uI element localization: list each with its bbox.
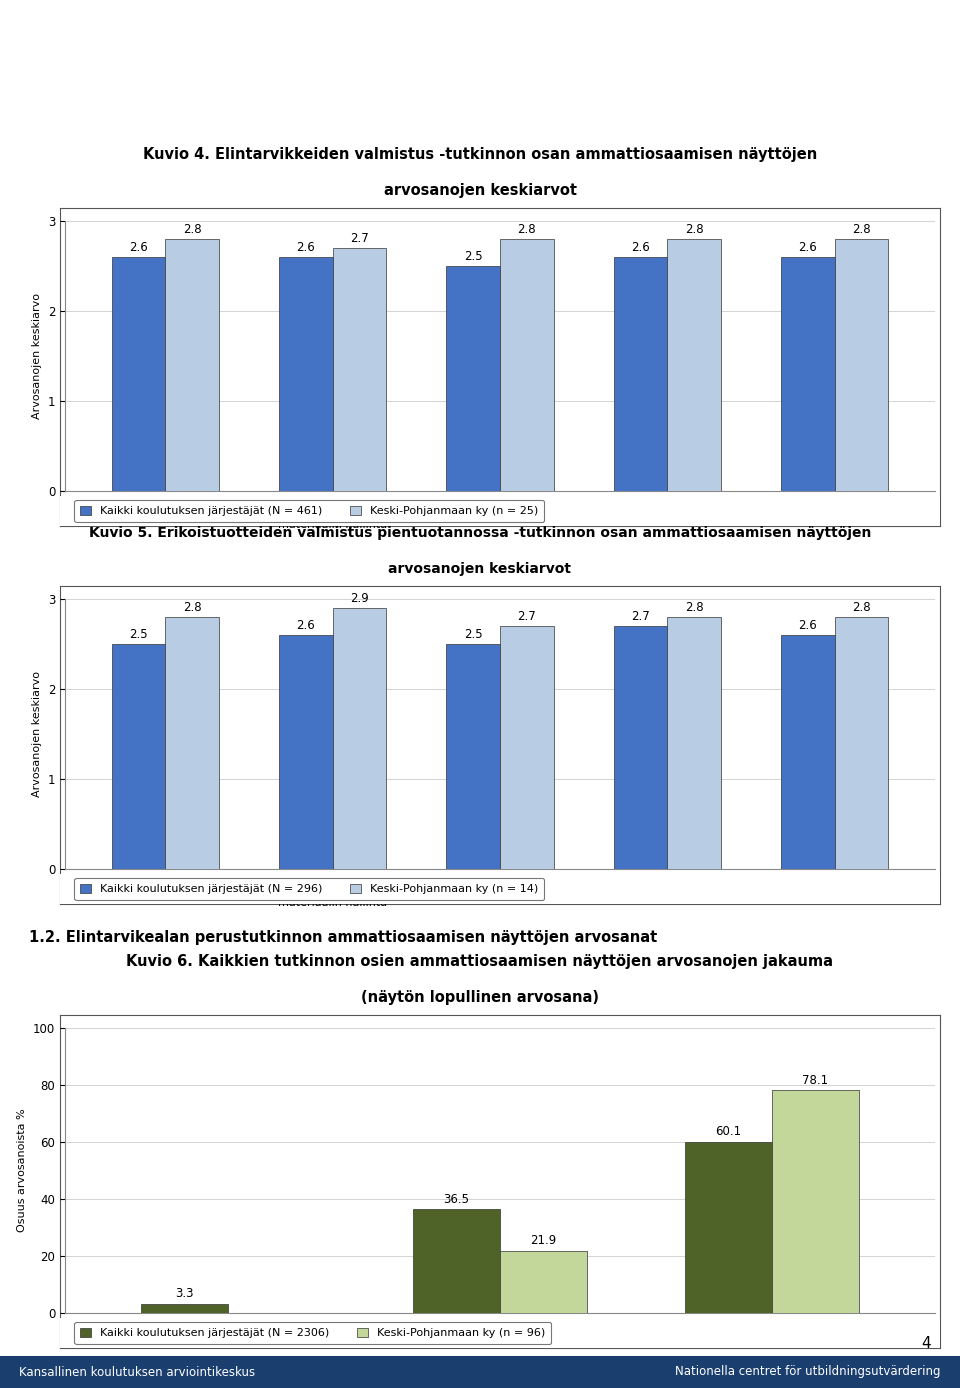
Y-axis label: Arvosanojen keskiarvo: Arvosanojen keskiarvo (33, 670, 42, 797)
Text: 78.1: 78.1 (803, 1074, 828, 1087)
Bar (667, 239, 721, 491)
Text: Kansallinen koulutuksen arviointikeskus: Kansallinen koulutuksen arviointikeskus (19, 1366, 255, 1378)
Text: 2.8: 2.8 (517, 222, 536, 236)
Text: Kuvio 4. Elintarvikkeiden valmistus -tutkinnon osan ammattiosaamisen näyttöjen: Kuvio 4. Elintarvikkeiden valmistus -tut… (143, 147, 817, 162)
Bar (772, 1091, 859, 1313)
Bar (684, 1142, 772, 1313)
Legend: Kaikki koulutuksen järjestäjät (N = 2306), Keski-Pohjanmaan ky (n = 96): Kaikki koulutuksen järjestäjät (N = 2306… (74, 1323, 551, 1344)
Bar (834, 618, 888, 869)
Text: 2.6: 2.6 (297, 240, 315, 254)
Text: 2.8: 2.8 (182, 601, 202, 613)
Text: 2.6: 2.6 (799, 240, 817, 254)
Bar (333, 248, 386, 491)
Text: 2.6: 2.6 (799, 619, 817, 632)
Text: 4: 4 (922, 1337, 931, 1351)
Bar (500, 626, 554, 869)
Text: 60.1: 60.1 (715, 1126, 741, 1138)
Bar (446, 266, 500, 491)
Text: 2.8: 2.8 (182, 222, 202, 236)
Text: 36.5: 36.5 (444, 1192, 469, 1206)
Text: 2.7: 2.7 (517, 609, 536, 623)
Legend: Kaikki koulutuksen järjestäjät (N = 461), Keski-Pohjanmaan ky (n = 25): Kaikki koulutuksen järjestäjät (N = 461)… (74, 500, 543, 522)
Text: 2.6: 2.6 (297, 619, 315, 632)
Bar (500, 1251, 587, 1313)
Text: 21.9: 21.9 (530, 1234, 557, 1248)
Bar (333, 608, 386, 869)
Text: Kuvio 5. Erikoistuotteiden valmistus pientuotannossa -tutkinnon osan ammattiosaa: Kuvio 5. Erikoistuotteiden valmistus pie… (89, 526, 871, 540)
Bar (165, 239, 219, 491)
Text: 2.5: 2.5 (464, 250, 483, 262)
Bar (279, 634, 333, 869)
Text: Nationella centret för utbildningsutvärdering: Nationella centret för utbildningsutvärd… (675, 1366, 941, 1378)
Bar (112, 644, 165, 869)
Bar (500, 239, 554, 491)
Text: 2.8: 2.8 (852, 601, 871, 613)
Text: 2.5: 2.5 (130, 627, 148, 641)
Text: Kuvio 6. Kaikkien tutkinnon osien ammattiosaamisen näyttöjen arvosanojen jakauma: Kuvio 6. Kaikkien tutkinnon osien ammatt… (127, 954, 833, 969)
Bar (834, 239, 888, 491)
Bar (279, 257, 333, 491)
Text: 2.8: 2.8 (684, 222, 704, 236)
Text: 2.8: 2.8 (852, 222, 871, 236)
Text: 2.7: 2.7 (631, 609, 650, 623)
Text: 3.3: 3.3 (176, 1287, 194, 1301)
Text: 2.6: 2.6 (130, 240, 148, 254)
Bar (165, 618, 219, 869)
Text: 2.8: 2.8 (684, 601, 704, 613)
Text: (näytön lopullinen arvosana): (näytön lopullinen arvosana) (361, 990, 599, 1005)
Bar (667, 618, 721, 869)
Text: 2.5: 2.5 (464, 627, 483, 641)
Bar (613, 257, 667, 491)
Text: arvosanojen keskiarvot: arvosanojen keskiarvot (383, 183, 577, 198)
Bar (112, 257, 165, 491)
Bar (413, 1209, 500, 1313)
Bar (141, 1303, 228, 1313)
Bar (781, 257, 834, 491)
Bar (781, 634, 834, 869)
Bar (446, 644, 500, 869)
Text: 2.9: 2.9 (350, 591, 369, 605)
Y-axis label: Osuus arvosanoista %: Osuus arvosanoista % (17, 1109, 28, 1233)
Legend: Kaikki koulutuksen järjestäjät (N = 296), Keski-Pohjanmaan ky (n = 14): Kaikki koulutuksen järjestäjät (N = 296)… (74, 879, 544, 899)
Text: 2.6: 2.6 (631, 240, 650, 254)
Text: 2.7: 2.7 (350, 232, 369, 244)
Y-axis label: Arvosanojen keskiarvo: Arvosanojen keskiarvo (33, 293, 42, 419)
Text: arvosanojen keskiarvot: arvosanojen keskiarvot (389, 562, 571, 576)
Bar (613, 626, 667, 869)
Text: 1.2. Elintarvikealan perustutkinnon ammattiosaamisen näyttöjen arvosanat: 1.2. Elintarvikealan perustutkinnon amma… (29, 930, 657, 945)
